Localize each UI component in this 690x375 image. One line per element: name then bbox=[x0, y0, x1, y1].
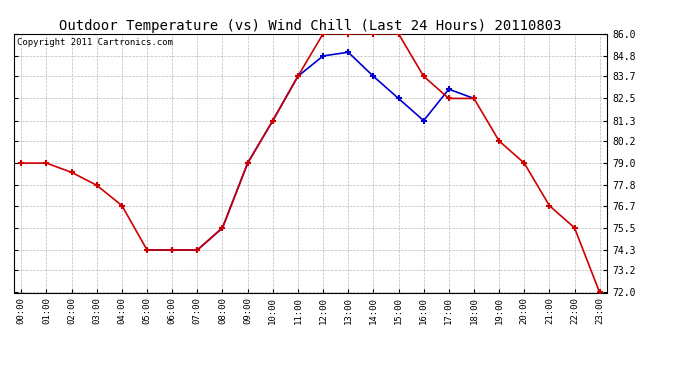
Title: Outdoor Temperature (vs) Wind Chill (Last 24 Hours) 20110803: Outdoor Temperature (vs) Wind Chill (Las… bbox=[59, 19, 562, 33]
Text: Copyright 2011 Cartronics.com: Copyright 2011 Cartronics.com bbox=[17, 38, 172, 46]
